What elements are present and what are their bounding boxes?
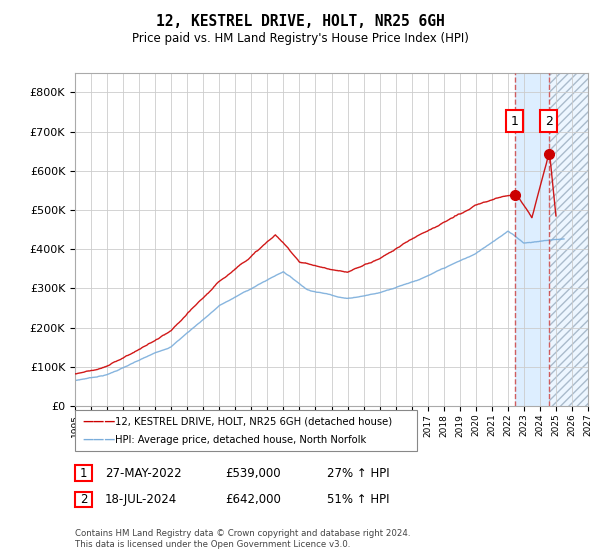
Text: 1: 1 bbox=[80, 466, 87, 480]
Text: 51% ↑ HPI: 51% ↑ HPI bbox=[327, 493, 389, 506]
Text: 27% ↑ HPI: 27% ↑ HPI bbox=[327, 466, 389, 480]
Text: Price paid vs. HM Land Registry's House Price Index (HPI): Price paid vs. HM Land Registry's House … bbox=[131, 32, 469, 45]
Text: HPI: Average price, detached house, North Norfolk: HPI: Average price, detached house, Nort… bbox=[115, 435, 367, 445]
Text: 12, KESTREL DRIVE, HOLT, NR25 6GH (detached house): 12, KESTREL DRIVE, HOLT, NR25 6GH (detac… bbox=[115, 417, 392, 426]
Text: 12, KESTREL DRIVE, HOLT, NR25 6GH: 12, KESTREL DRIVE, HOLT, NR25 6GH bbox=[155, 14, 445, 29]
Bar bbox=[549, 73, 588, 406]
Text: 18-JUL-2024: 18-JUL-2024 bbox=[105, 493, 177, 506]
Text: 2: 2 bbox=[545, 115, 553, 128]
Text: 27-MAY-2022: 27-MAY-2022 bbox=[105, 466, 182, 480]
Text: ———: ——— bbox=[82, 435, 116, 445]
Text: £642,000: £642,000 bbox=[225, 493, 281, 506]
Bar bbox=[515, 73, 549, 406]
Text: 1: 1 bbox=[511, 115, 518, 128]
Text: 2: 2 bbox=[80, 493, 87, 506]
Text: £539,000: £539,000 bbox=[225, 466, 281, 480]
Text: Contains HM Land Registry data © Crown copyright and database right 2024.
This d: Contains HM Land Registry data © Crown c… bbox=[75, 529, 410, 549]
Bar bbox=[549, 73, 588, 406]
Text: ———: ——— bbox=[82, 417, 116, 426]
